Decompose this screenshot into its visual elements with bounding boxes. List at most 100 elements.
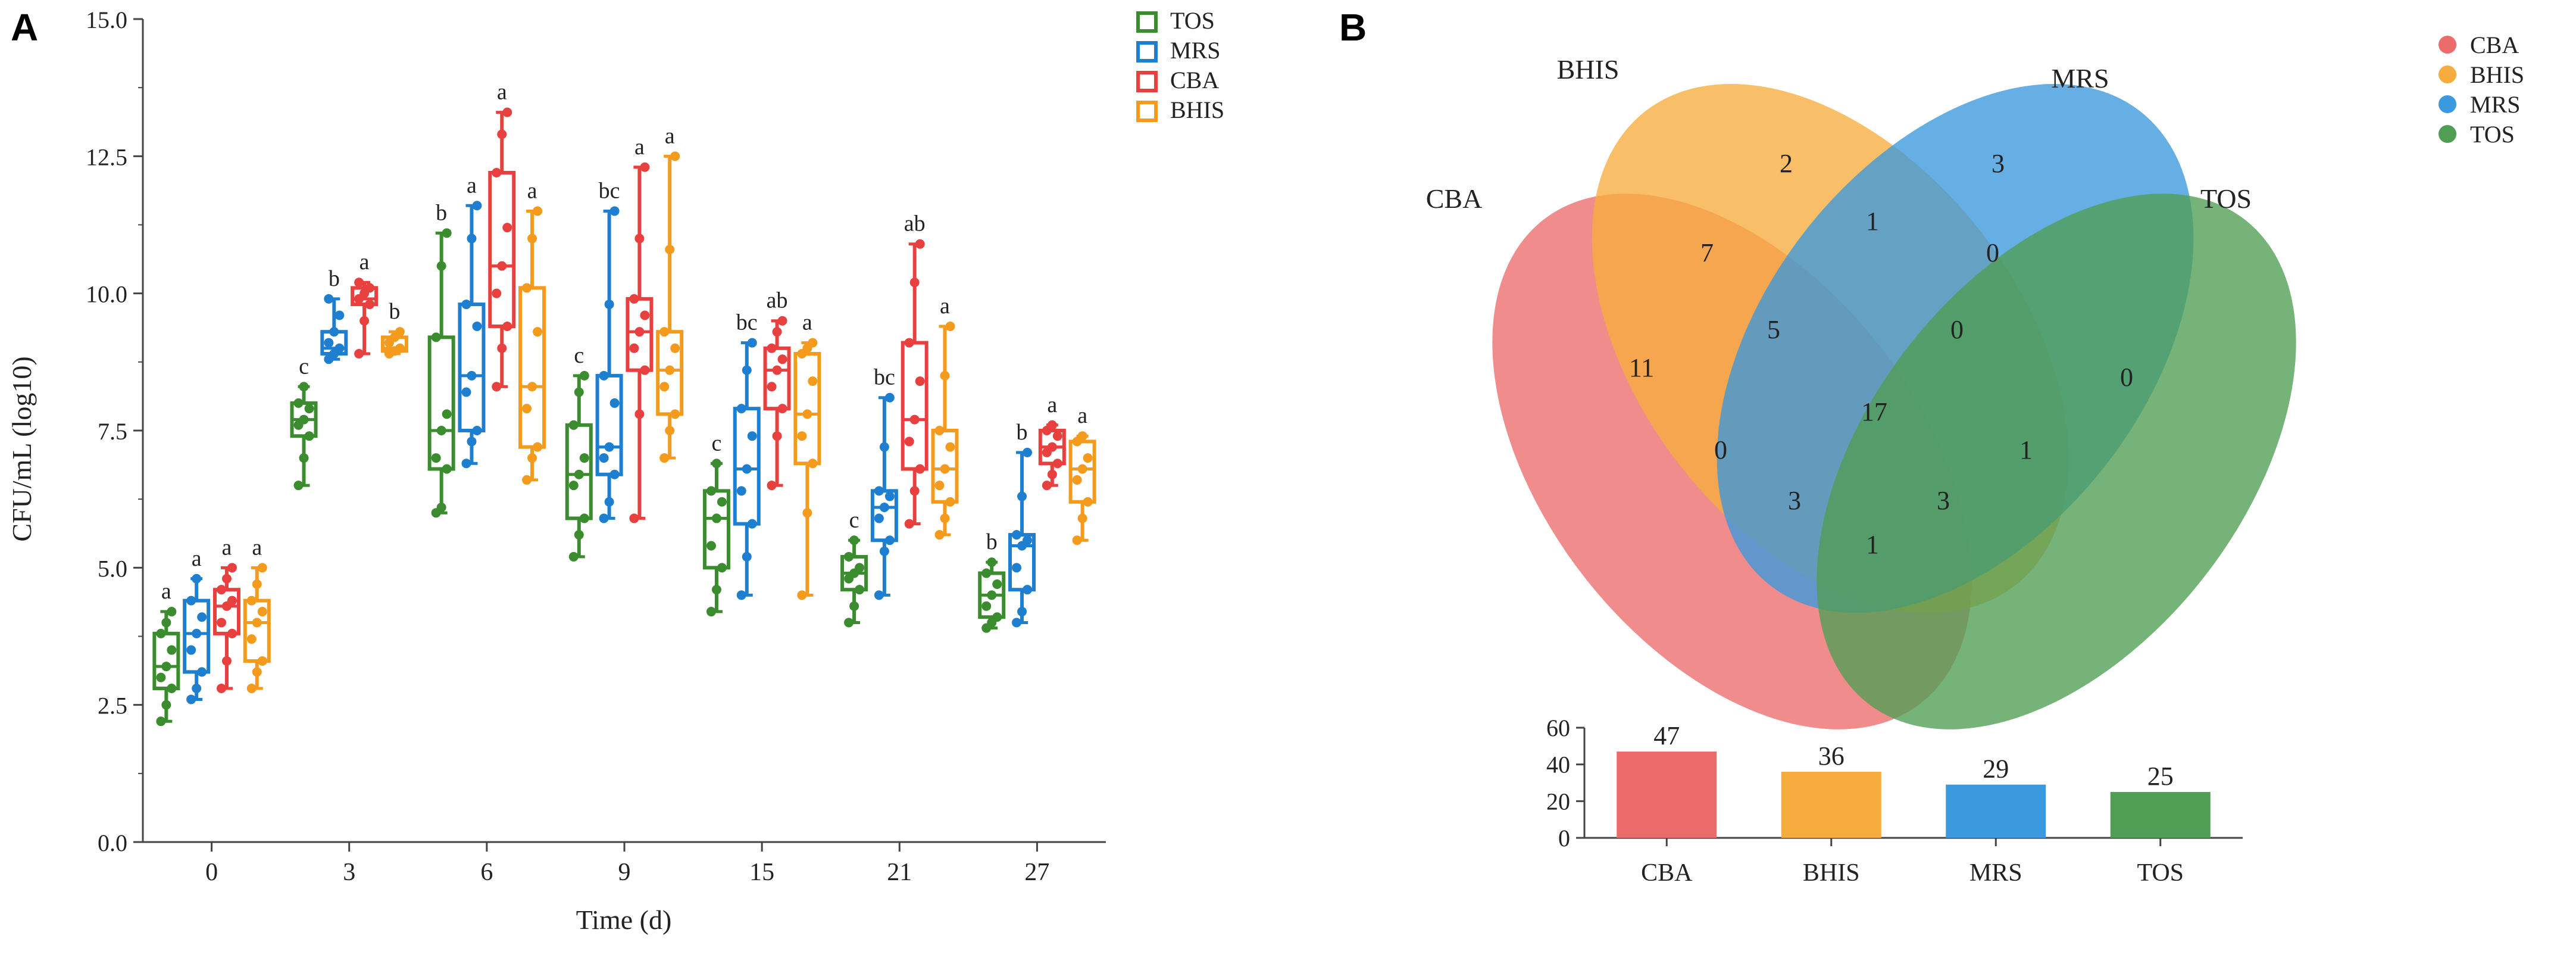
box-body <box>488 170 516 328</box>
data-point <box>167 645 177 655</box>
data-point <box>629 343 639 353</box>
significance-letter: a <box>527 178 537 203</box>
data-point <box>324 338 334 348</box>
venn-legend-dot <box>2439 125 2456 143</box>
data-point <box>467 437 477 447</box>
data-point <box>747 519 757 529</box>
data-point <box>849 535 859 545</box>
venn-region-count: 7 <box>1700 238 1714 267</box>
data-point <box>527 382 537 392</box>
data-point <box>436 502 446 512</box>
data-point <box>915 464 925 474</box>
venn-legend-item-TOS: TOS <box>2439 121 2515 148</box>
box-CBA-27: a <box>1038 392 1066 491</box>
data-point <box>609 469 620 479</box>
data-point <box>808 376 818 386</box>
panel-b-label: B <box>1339 6 1367 49</box>
data-point <box>1042 481 1052 491</box>
data-point <box>299 414 309 425</box>
venn-legend-label: TOS <box>2470 121 2515 148</box>
bar-x-tick-label: TOS <box>2137 859 2184 887</box>
data-point <box>492 288 502 298</box>
box-body <box>901 341 929 471</box>
venn-set-label-CBA: CBA <box>1426 183 1483 214</box>
data-point <box>884 392 895 403</box>
data-point <box>634 233 645 244</box>
data-point <box>879 442 889 452</box>
data-point <box>670 409 680 419</box>
data-point <box>772 327 782 337</box>
data-point <box>221 656 232 666</box>
data-point <box>711 513 721 523</box>
data-point <box>844 551 854 562</box>
data-point <box>808 459 818 469</box>
significance-letter: a <box>252 535 262 560</box>
legend-item-CBA: CBA <box>1136 67 1219 93</box>
legend-swatch <box>1136 101 1158 122</box>
data-point <box>252 667 262 677</box>
data-point <box>808 338 818 348</box>
data-point <box>945 497 955 507</box>
data-point <box>1012 563 1022 573</box>
data-point <box>334 310 345 320</box>
data-point <box>467 233 477 244</box>
data-point <box>461 459 471 469</box>
venn-region-count: 0 <box>1714 435 1727 464</box>
x-tick-label: 27 <box>1024 859 1049 886</box>
venn-region-count: 5 <box>1767 315 1780 344</box>
data-point <box>742 551 752 562</box>
data-point <box>777 404 787 414</box>
data-point <box>461 387 471 397</box>
y-tick-label: 15.0 <box>86 7 127 33</box>
data-point <box>299 453 309 463</box>
data-point <box>884 491 895 501</box>
significance-letter: a <box>222 535 232 560</box>
data-point <box>304 431 314 441</box>
data-point <box>797 590 807 600</box>
data-point <box>293 398 304 408</box>
data-point <box>502 321 512 331</box>
data-point <box>167 607 177 617</box>
significance-letter: a <box>192 546 202 571</box>
venn-region-count: 1 <box>2019 435 2033 464</box>
data-point <box>442 228 452 238</box>
data-point <box>706 541 716 551</box>
data-point <box>665 426 675 435</box>
bar-y-tick-label: 20 <box>1546 788 1570 815</box>
box-CBA-21: ab <box>901 211 929 529</box>
venn-region-count: 3 <box>1992 149 2005 178</box>
data-point <box>1072 475 1082 485</box>
data-point <box>855 585 865 595</box>
box-MRS-15: bc <box>733 310 761 600</box>
data-point <box>156 672 166 682</box>
x-tick-label: 21 <box>887 859 912 886</box>
data-point <box>874 590 884 600</box>
data-point <box>192 684 202 694</box>
x-tick-label: 6 <box>480 859 493 886</box>
data-point <box>497 129 507 139</box>
data-point <box>665 365 675 375</box>
data-point <box>909 486 920 496</box>
data-point <box>915 376 925 386</box>
box-TOS-6: b <box>427 200 455 518</box>
box-BHIS-3: b <box>380 299 408 359</box>
data-point <box>736 486 746 496</box>
y-tick-label: 0.0 <box>98 830 127 856</box>
significance-letter: a <box>1077 403 1087 428</box>
data-point <box>216 618 226 628</box>
box-BHIS-27: a <box>1068 403 1096 545</box>
data-point <box>227 563 237 573</box>
box-body <box>518 286 546 449</box>
data-point <box>527 453 537 463</box>
bar-chart: 0 20 40 60 CBA BHIS MRS TOS 47 36 29 25 <box>1546 715 2243 887</box>
box-CBA-3: a <box>351 250 379 359</box>
venn-ellipse-TOS <box>1817 194 2296 729</box>
significance-letter: a <box>940 294 950 319</box>
data-point <box>736 590 746 600</box>
boxplot-chart: 0.02.55.07.510.012.515.00 3 6 9 15 21 27 acbcc… <box>7 7 1224 935</box>
data-point <box>849 601 859 611</box>
data-point <box>609 398 620 408</box>
legend-item-MRS: MRS <box>1136 37 1221 64</box>
